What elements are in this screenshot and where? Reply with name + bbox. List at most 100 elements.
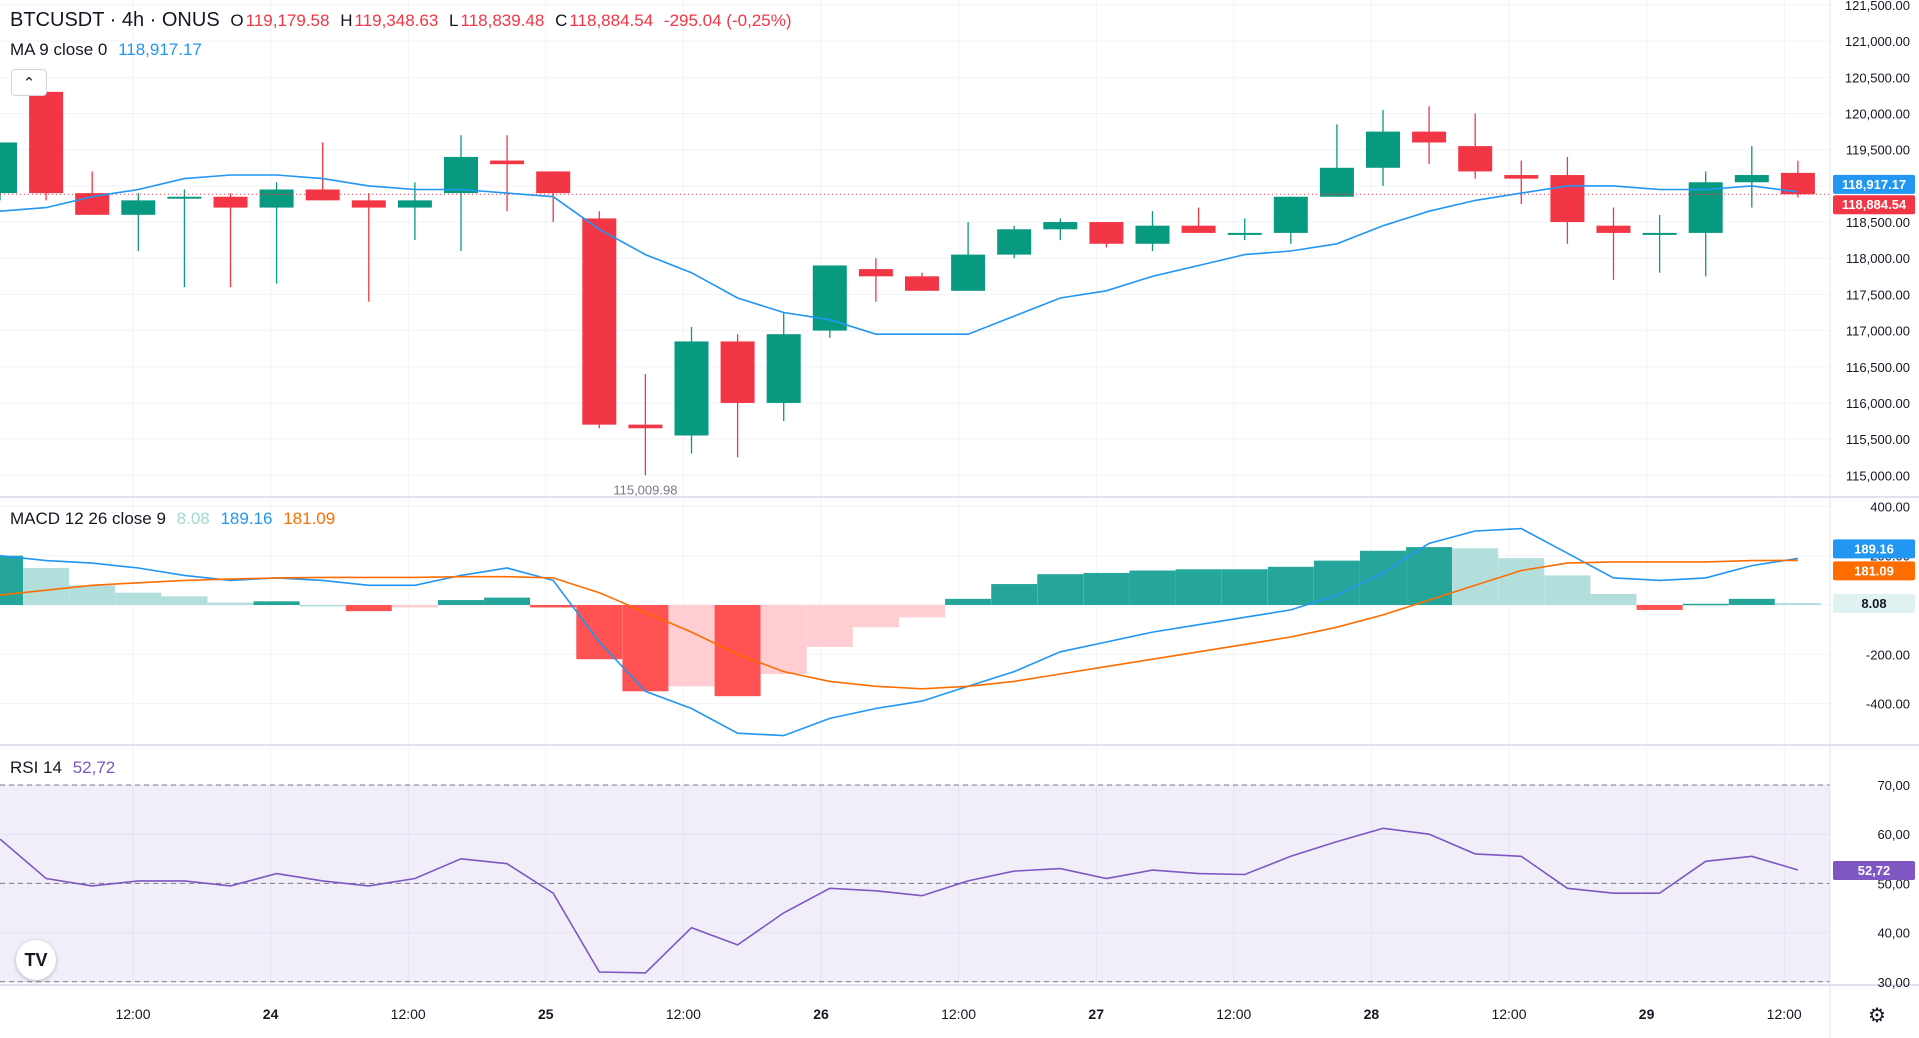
macd-hist-bar: [1774, 603, 1821, 605]
macd-hist-bar: [253, 601, 300, 605]
candle-body: [1273, 196, 1308, 233]
candle-body: [213, 196, 248, 208]
time-tick-label: 12:00: [941, 1006, 976, 1022]
macd-hist-bar: [345, 605, 392, 612]
rsi-tick-label: 60,00: [1877, 827, 1910, 842]
time-tick-label: 27: [1088, 1006, 1104, 1022]
macd-tick-label: -200.00: [1866, 647, 1910, 662]
macd-hist-bar: [576, 605, 623, 660]
macd-hist-bar: [299, 605, 346, 607]
candle-body: [720, 341, 755, 403]
price-tick-label: 120,000.00: [1845, 107, 1910, 122]
macd-hist-bar: [0, 555, 23, 605]
candle-body: [536, 171, 571, 194]
macd-hist-bar: [714, 605, 761, 697]
macd-hist-bar: [1175, 569, 1222, 605]
macd-hist-bar: [23, 568, 70, 605]
macd-label[interactable]: MACD 12 26 close 9: [10, 509, 166, 528]
price-badges: 118,917.17 118,884.54 189.16 181.09 8.08 52,7…: [1833, 174, 1915, 881]
candle-body: [997, 229, 1032, 255]
time-tick-label: 24: [263, 1006, 279, 1022]
time-tick-label: 28: [1364, 1006, 1380, 1022]
candle-body: [1135, 225, 1170, 244]
rsi-tick-label: 40,00: [1877, 926, 1910, 941]
close-label: C: [555, 11, 568, 30]
candle-body: [905, 276, 939, 291]
rsi-badge-bg: [1833, 861, 1915, 881]
macd-hist-bar: [161, 596, 208, 605]
symbol-legend[interactable]: BTCUSDT · 4h · ONUS O 119,179.58 H 119,348…: [10, 9, 798, 32]
candle-body: [1366, 131, 1400, 168]
macd-hist-bar: [760, 605, 807, 675]
close-value: 118,884.54: [569, 11, 654, 30]
price-tick-label: 121,500.00: [1845, 0, 1910, 13]
time-axis[interactable]: 12:00 24 12:00 25 12:00 26 12:00 27 12:00 28 12:00…: [115, 1006, 1801, 1022]
macd-hist-bar: [806, 605, 853, 647]
time-tick-label: 12:00: [1216, 1006, 1251, 1022]
low-value: 118,839.48: [460, 11, 545, 30]
collapse-legend-button[interactable]: ⌃: [11, 69, 47, 96]
macd-hist-bar: [852, 605, 899, 628]
macd-histogram: [0, 547, 1821, 697]
macd-hist-bar: [1037, 574, 1084, 605]
time-tick-label: 26: [813, 1006, 829, 1022]
candle-body: [766, 334, 801, 403]
macd-badge-bg: [1833, 539, 1915, 559]
low-label: L: [449, 11, 459, 30]
candle-body: [167, 196, 202, 199]
time-tick-label: 29: [1639, 1006, 1655, 1022]
gear-icon[interactable]: ⚙: [1868, 1004, 1886, 1027]
candle-body: [0, 142, 17, 194]
macd-hist-bar: [484, 597, 531, 605]
candle-body: [1319, 167, 1354, 197]
macd-hist-bar: [1728, 598, 1775, 605]
macd-hist-bar: [115, 592, 162, 605]
candle-body: [305, 189, 340, 201]
candle-body: [628, 424, 663, 429]
macd-hist-value: 8.08: [176, 509, 210, 528]
macd-legend[interactable]: MACD 12 26 close 9 8.08 189.16 181.09: [10, 509, 341, 529]
macd-hist-bar: [1129, 570, 1176, 605]
price-tick-label: 115,500.00: [1846, 432, 1910, 447]
candle-body: [121, 200, 156, 215]
macd-hist-bar: [1544, 575, 1591, 605]
candle-body: [1089, 222, 1124, 244]
rsi-tick-label: 50,00: [1877, 876, 1910, 891]
macd-hist-bar: [391, 605, 438, 608]
candle-body: [582, 218, 617, 425]
time-tick-label: 25: [538, 1006, 554, 1022]
macd-signal-value: 181.09: [283, 509, 336, 528]
rsi-label[interactable]: RSI 14: [10, 758, 62, 777]
macd-tick-label: -400.00: [1866, 697, 1910, 712]
candle-body: [1596, 225, 1631, 233]
high-value: 119,348.63: [354, 11, 439, 30]
candle-body: [351, 200, 386, 208]
ma-label[interactable]: MA 9 close 0: [10, 40, 108, 59]
price-tick-label: 116,000.00: [1846, 396, 1910, 411]
rsi-tick-label: 30,00: [1877, 975, 1910, 990]
ma-legend[interactable]: MA 9 close 0 118,917.17: [10, 40, 208, 60]
candlestick-series: 115,009.98: [0, 91, 1830, 498]
price-tick-label: 118,500.00: [1846, 215, 1910, 230]
indicator-lines: [0, 174, 1799, 974]
macd-signal-line: [0, 559, 1798, 690]
hist-badge-bg: [1833, 594, 1915, 614]
macd-hist-bar: [530, 605, 577, 608]
rsi-legend[interactable]: RSI 14 52,72: [10, 758, 121, 778]
rsi-value: 52,72: [72, 758, 116, 777]
candle-body: [951, 254, 986, 291]
rsi-tick-label: 70,00: [1877, 778, 1910, 793]
candle-body: [1412, 131, 1447, 143]
macd-hist-bar: [69, 585, 116, 605]
time-tick-label: 12:00: [1491, 1006, 1526, 1022]
rsi-line: [0, 827, 1799, 974]
candle-body: [444, 156, 478, 194]
candle-body: [397, 200, 432, 208]
price-axis[interactable]: 115,000.00 115,500.00 116,000.00 116,500.00…: [1845, 0, 1910, 990]
tradingview-logo-icon[interactable]: TV: [16, 940, 56, 980]
symbol-title[interactable]: BTCUSDT · 4h · ONUS: [10, 9, 220, 31]
macd-hist-bar: [1221, 569, 1268, 605]
price-tick-label: 117,000.00: [1846, 324, 1910, 339]
